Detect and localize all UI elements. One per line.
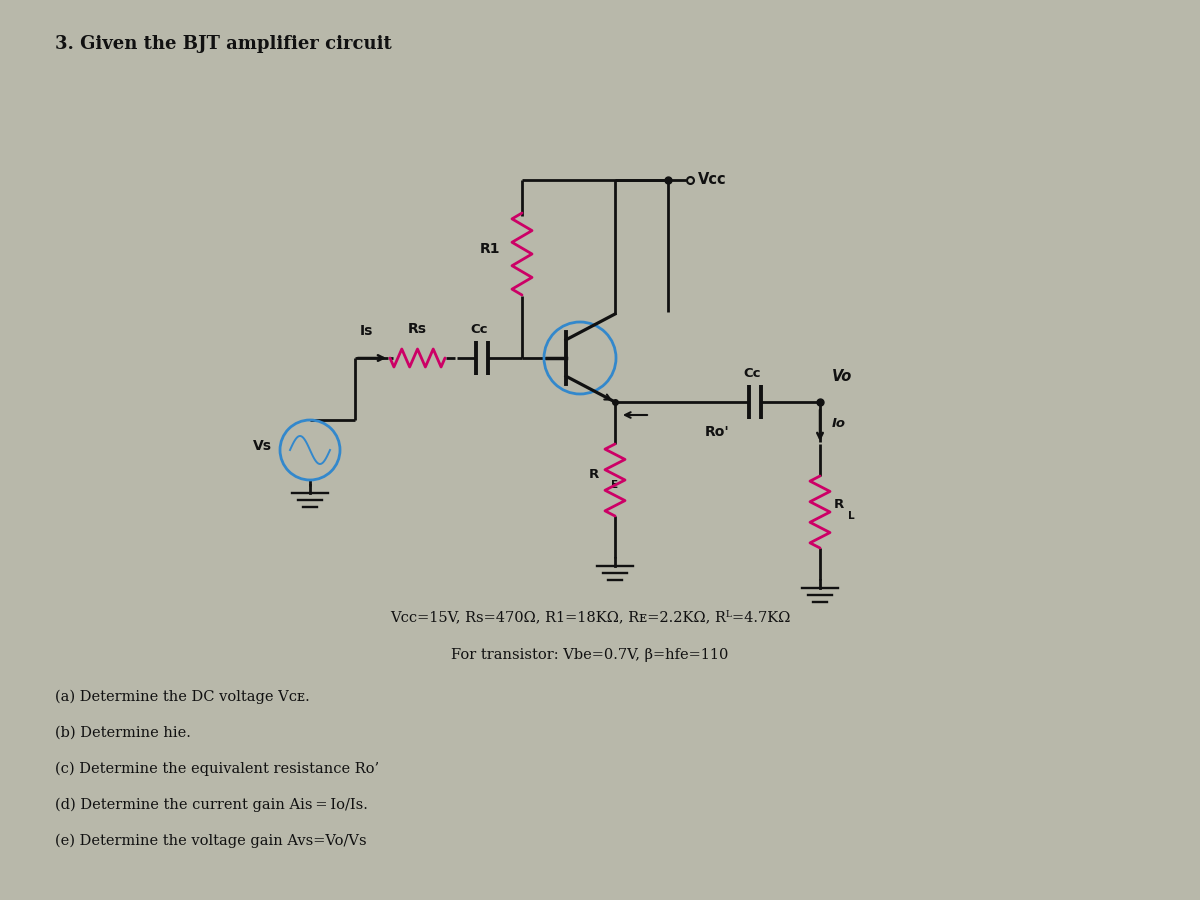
Text: (d) Determine the current gain Ais = Io/Is.: (d) Determine the current gain Ais = Io/…: [55, 798, 368, 813]
Text: E: E: [611, 480, 618, 490]
Text: Vs: Vs: [253, 439, 272, 453]
Text: R: R: [589, 467, 599, 481]
Text: Is: Is: [360, 324, 373, 338]
Text: (b) Determine hie.: (b) Determine hie.: [55, 726, 191, 740]
Text: Cc: Cc: [743, 367, 761, 380]
Text: 3. Given the BJT amplifier circuit: 3. Given the BJT amplifier circuit: [55, 35, 391, 53]
Text: Vcc=15V, Rs=470Ω, R1=18KΩ, Rᴇ=2.2KΩ, Rᴸ=4.7KΩ: Vcc=15V, Rs=470Ω, R1=18KΩ, Rᴇ=2.2KΩ, Rᴸ=…: [390, 610, 790, 624]
Text: R1: R1: [480, 242, 500, 256]
Text: Vcc: Vcc: [698, 172, 727, 186]
Text: (e) Determine the voltage gain Avs=Vo/Vs: (e) Determine the voltage gain Avs=Vo/Vs: [55, 834, 367, 849]
Text: Rs: Rs: [408, 322, 427, 336]
Text: (c) Determine the equivalent resistance Ro’: (c) Determine the equivalent resistance …: [55, 762, 379, 777]
Text: Cc: Cc: [470, 323, 487, 336]
Text: Vo: Vo: [832, 369, 852, 384]
Text: L: L: [848, 511, 854, 521]
Text: (a) Determine the DC voltage Vᴄᴇ.: (a) Determine the DC voltage Vᴄᴇ.: [55, 690, 310, 705]
Text: Ro': Ro': [706, 425, 730, 439]
Text: R: R: [834, 498, 845, 510]
Text: For transistor: Vbe=0.7V, β=hfe=110: For transistor: Vbe=0.7V, β=hfe=110: [451, 648, 728, 662]
Text: Io: Io: [832, 417, 846, 429]
